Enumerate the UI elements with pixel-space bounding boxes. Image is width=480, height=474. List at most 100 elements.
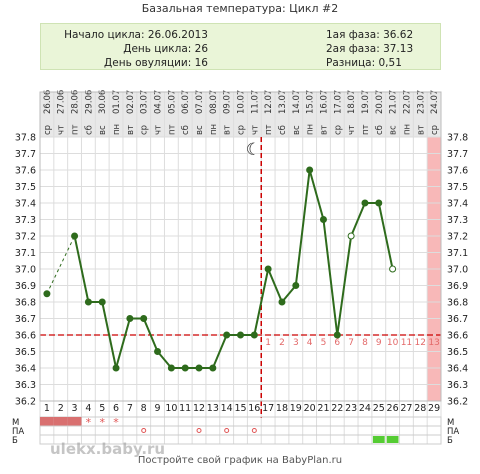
temperature-point xyxy=(361,199,369,207)
x-tick-day: 8 xyxy=(141,403,147,414)
x-tick-day: 16 xyxy=(248,403,260,414)
luteal-day-number: 6 xyxy=(334,338,340,348)
weekday-label: вс xyxy=(195,125,205,135)
date-label: 16.07 xyxy=(319,90,329,114)
temperature-point xyxy=(306,166,314,174)
phase-difference: Разница: 0,51 xyxy=(326,57,402,69)
row-label-left: ПА xyxy=(12,427,24,437)
series-segment xyxy=(73,235,90,303)
weekday-label: ср xyxy=(430,125,440,135)
y-tick-left: 36.5 xyxy=(15,347,36,358)
date-label: 30.06 xyxy=(98,90,108,114)
series-segment xyxy=(115,318,131,369)
footer-link[interactable]: Постройте свой график на BabyPlan.ru xyxy=(137,455,343,466)
x-tick-day: 23 xyxy=(345,403,357,414)
x-tick-day: 4 xyxy=(85,403,91,414)
x-tick-day: 15 xyxy=(234,403,246,414)
temperature-point xyxy=(71,232,79,240)
y-tick-left: 37.2 xyxy=(15,232,36,243)
date-label: 02.07 xyxy=(126,90,136,114)
date-label: 21.07 xyxy=(389,90,399,114)
x-tick-day: 12 xyxy=(193,403,205,414)
weekday-label: сб xyxy=(375,125,385,135)
weekday-label: ср xyxy=(333,125,343,135)
series-segment xyxy=(281,284,297,303)
menstruation-cell xyxy=(53,417,68,426)
circle-mark xyxy=(141,428,147,433)
circle-mark xyxy=(224,428,230,433)
y-tick-right: 36.5 xyxy=(447,347,468,358)
y-tick-left: 37.0 xyxy=(15,265,36,276)
luteal-day-number: 10 xyxy=(387,338,399,348)
x-tick-day: 6 xyxy=(113,403,119,414)
x-tick-day: 27 xyxy=(400,403,412,414)
date-label: 19.07 xyxy=(361,90,371,114)
series-segment xyxy=(101,301,118,369)
luteal-day-number: 3 xyxy=(293,338,299,348)
cycle-start: Начало цикла: 26.06.2013 xyxy=(64,29,208,41)
temperature-point xyxy=(98,298,106,306)
temperature-point xyxy=(181,364,189,372)
y-tick-right: 37.2 xyxy=(447,232,468,243)
luteal-day-number: 2 xyxy=(279,338,285,348)
y-tick-right: 37.5 xyxy=(447,182,468,193)
cycle-info-panel: Начало цикла: 26.06.2013 День цикла: 26 … xyxy=(40,23,441,70)
date-label: 23.07 xyxy=(416,90,426,114)
y-tick-left: 37.6 xyxy=(15,166,36,177)
x-tick-day: 2 xyxy=(58,403,64,414)
circle-mark xyxy=(251,428,257,433)
series-segment xyxy=(350,202,366,237)
y-tick-left: 37.3 xyxy=(15,215,36,226)
x-tick-day: 5 xyxy=(99,403,105,414)
weekday-label: ср xyxy=(237,125,247,135)
weekday-label: вс xyxy=(389,125,399,135)
y-tick-left: 36.6 xyxy=(15,331,36,342)
x-tick-day: 13 xyxy=(207,403,219,414)
date-label: 29.06 xyxy=(84,90,94,114)
temperature-point xyxy=(292,282,300,289)
row-label-left: Б xyxy=(12,436,18,446)
weekday-label: пн xyxy=(112,124,122,135)
x-tick-day: 3 xyxy=(72,403,78,414)
series-segment xyxy=(142,318,159,352)
temperature-point xyxy=(154,348,162,355)
x-tick-day: 10 xyxy=(165,403,177,414)
series-segment xyxy=(46,235,76,294)
y-tick-left: 37.1 xyxy=(15,248,36,259)
x-tick-day: 17 xyxy=(262,403,274,414)
y-tick-right: 36.6 xyxy=(447,331,468,342)
temperature-point xyxy=(112,364,120,372)
y-tick-right: 37.6 xyxy=(447,166,468,177)
weekday-label: сб xyxy=(181,125,191,135)
weekday-label: вс xyxy=(292,125,302,135)
weekday-label: сб xyxy=(84,125,94,135)
x-tick-day: 26 xyxy=(387,403,399,414)
temperature-point xyxy=(250,331,258,339)
series-segment xyxy=(294,169,311,286)
date-label: 14.07 xyxy=(292,90,302,114)
date-label: 08.07 xyxy=(209,90,219,114)
date-label: 15.07 xyxy=(306,90,316,114)
weekday-label: чт xyxy=(57,125,67,135)
temperature-point xyxy=(278,298,286,306)
series-segment xyxy=(322,219,339,336)
luteal-day-number: 11 xyxy=(401,338,412,348)
y-tick-right: 36.9 xyxy=(447,281,468,292)
y-tick-left: 36.3 xyxy=(15,380,36,391)
temperature-point xyxy=(375,199,383,207)
weekday-label: сб xyxy=(278,125,288,135)
date-label: 27.06 xyxy=(57,90,67,114)
x-tick-day: 19 xyxy=(290,403,302,414)
y-tick-right: 37.4 xyxy=(447,199,468,210)
y-tick-right: 36.8 xyxy=(447,298,468,309)
temperature-point xyxy=(126,315,134,322)
y-tick-left: 37.5 xyxy=(15,182,36,193)
y-tick-right: 37.8 xyxy=(447,133,468,144)
temperature-point xyxy=(209,364,217,372)
x-tick-day: 1 xyxy=(44,403,50,414)
star-mark: * xyxy=(113,416,119,429)
chart-title: Базальная температура: Цикл #2 xyxy=(141,2,339,15)
date-label: 09.07 xyxy=(223,90,233,114)
weekday-label: пн xyxy=(402,124,412,135)
y-tick-left: 36.9 xyxy=(15,281,36,292)
